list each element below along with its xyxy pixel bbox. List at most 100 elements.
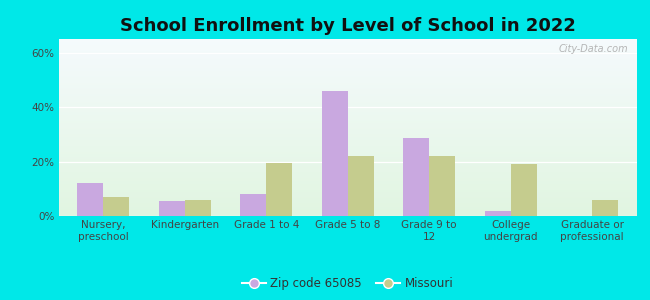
Bar — [58, 96, 637, 97]
Bar — [58, 179, 637, 180]
Bar — [58, 60, 637, 61]
Bar — [58, 99, 637, 100]
Bar — [58, 184, 637, 185]
Bar — [58, 50, 637, 51]
Bar — [58, 92, 637, 93]
Bar — [58, 188, 637, 189]
Bar — [58, 52, 637, 53]
Bar — [58, 121, 637, 122]
Bar — [58, 215, 637, 216]
Bar — [58, 58, 637, 59]
Bar — [58, 181, 637, 182]
Bar — [58, 166, 637, 167]
Bar — [58, 112, 637, 113]
Bar — [58, 203, 637, 204]
Bar — [403, 138, 429, 216]
Bar — [58, 165, 637, 166]
Bar — [58, 124, 637, 125]
Bar — [58, 46, 637, 47]
Bar — [58, 207, 637, 208]
Bar — [58, 88, 637, 89]
Bar — [58, 162, 637, 163]
Bar — [58, 78, 637, 79]
Bar — [266, 163, 292, 216]
Bar — [58, 140, 637, 141]
Bar — [58, 64, 637, 65]
Bar — [58, 45, 637, 46]
Bar — [58, 85, 637, 86]
Bar — [58, 141, 637, 142]
Bar — [58, 89, 637, 90]
Bar — [58, 66, 637, 67]
Bar — [58, 199, 637, 200]
Bar — [58, 56, 637, 57]
Bar — [58, 104, 637, 105]
Bar — [58, 57, 637, 58]
Bar — [58, 208, 637, 209]
Bar — [58, 183, 637, 184]
Bar — [58, 212, 637, 213]
Bar — [58, 187, 637, 188]
Bar — [58, 87, 637, 88]
Bar — [58, 194, 637, 195]
Bar — [58, 175, 637, 176]
Bar — [58, 156, 637, 157]
Bar — [58, 93, 637, 94]
Bar — [58, 214, 637, 215]
Bar — [58, 67, 637, 68]
Bar — [58, 145, 637, 146]
Bar — [58, 72, 637, 73]
Bar — [58, 105, 637, 106]
Bar — [58, 82, 637, 83]
Bar — [58, 61, 637, 62]
Bar — [240, 194, 266, 216]
Bar — [58, 159, 637, 160]
Bar — [58, 163, 637, 164]
Bar — [103, 197, 129, 216]
Bar — [58, 48, 637, 49]
Bar — [58, 137, 637, 138]
Bar — [58, 123, 637, 124]
Bar — [58, 170, 637, 171]
Legend: Zip code 65085, Missouri: Zip code 65085, Missouri — [237, 273, 458, 295]
Bar — [58, 83, 637, 84]
Bar — [58, 68, 637, 69]
Bar — [58, 103, 637, 104]
Bar — [58, 100, 637, 101]
Bar — [58, 62, 637, 63]
Bar — [58, 160, 637, 161]
Bar — [58, 43, 637, 44]
Bar — [58, 190, 637, 191]
Bar — [58, 54, 637, 55]
Bar — [58, 201, 637, 202]
Bar — [58, 196, 637, 197]
Bar — [58, 117, 637, 118]
Bar — [58, 94, 637, 95]
Bar — [58, 49, 637, 50]
Bar — [58, 164, 637, 165]
Bar — [58, 40, 637, 41]
Bar — [58, 131, 637, 132]
Bar — [58, 134, 637, 135]
Bar — [58, 138, 637, 139]
Bar — [58, 153, 637, 154]
Bar — [58, 132, 637, 133]
Bar — [58, 169, 637, 170]
Bar — [58, 90, 637, 91]
Title: School Enrollment by Level of School in 2022: School Enrollment by Level of School in … — [120, 17, 576, 35]
Bar — [58, 157, 637, 158]
Bar — [322, 91, 348, 216]
Bar — [58, 200, 637, 201]
Bar — [58, 205, 637, 206]
Bar — [58, 151, 637, 152]
Bar — [58, 126, 637, 127]
Bar — [58, 204, 637, 205]
Bar — [58, 133, 637, 134]
Bar — [429, 156, 455, 216]
Bar — [58, 39, 637, 40]
Bar — [58, 186, 637, 187]
Bar — [58, 149, 637, 150]
Bar — [58, 168, 637, 169]
Bar — [58, 192, 637, 193]
Bar — [58, 185, 637, 186]
